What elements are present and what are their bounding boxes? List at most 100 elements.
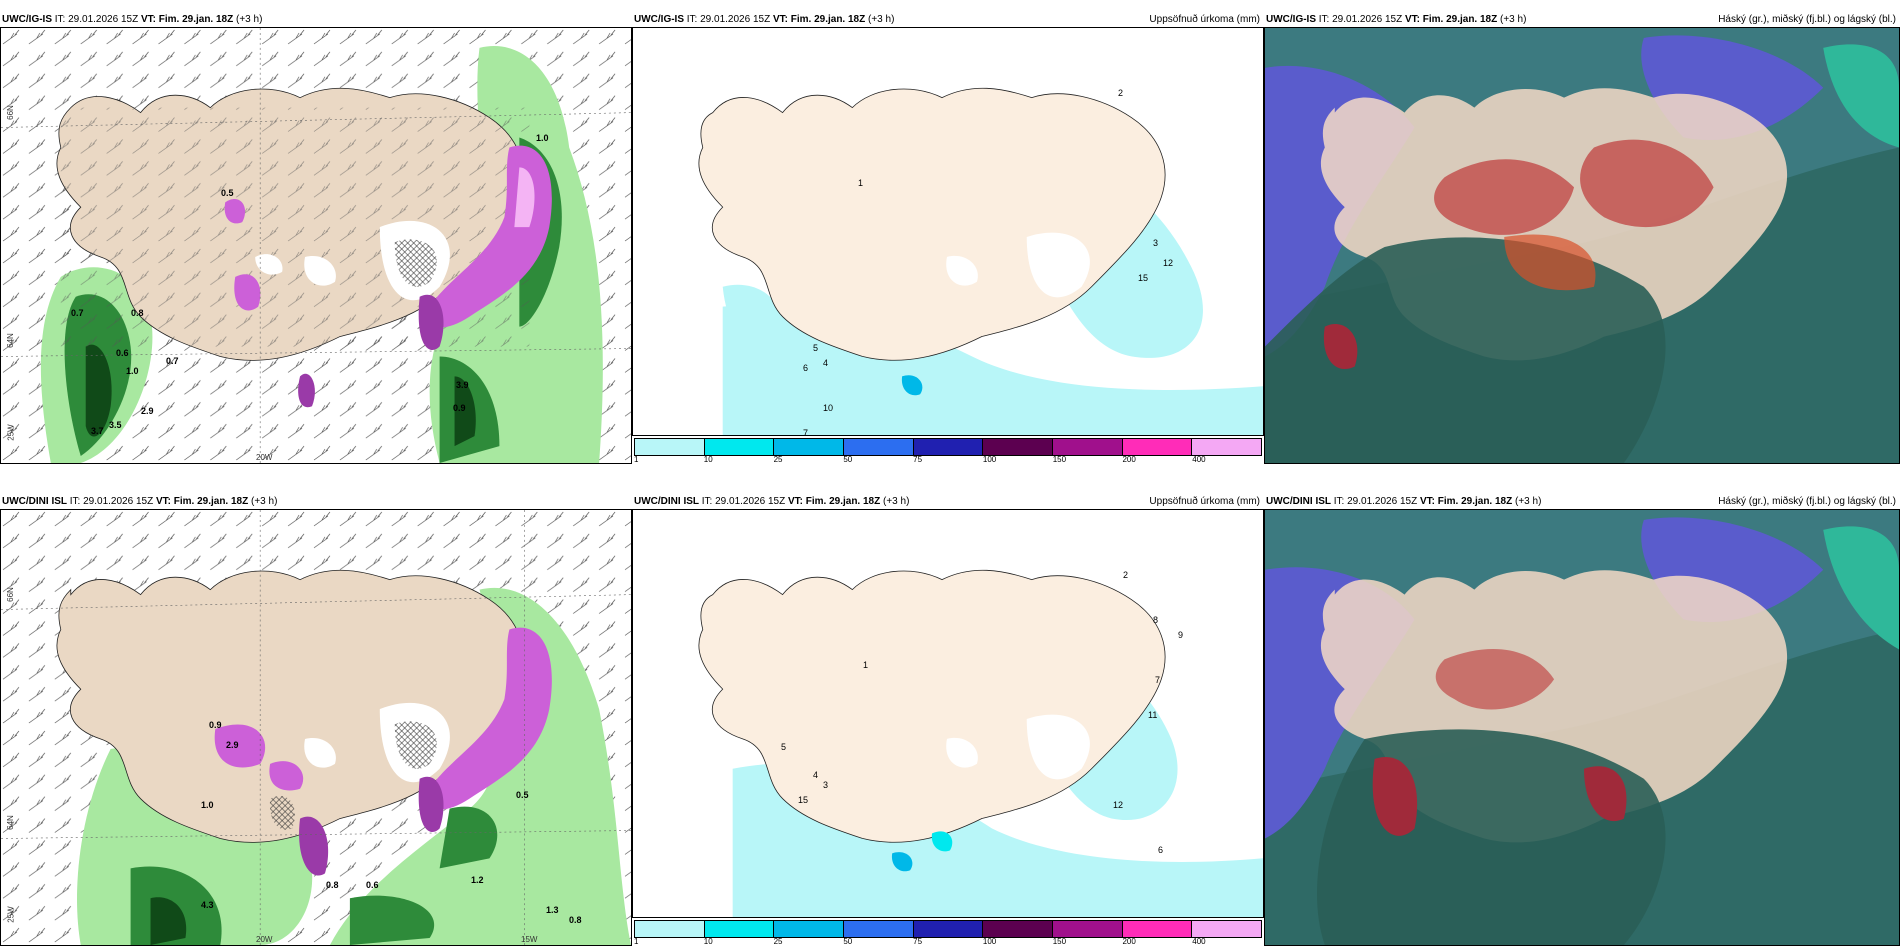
map-iceland[interactable]: 1 2 3 4 5 6 7 8 11 12 15 9 — [632, 509, 1264, 918]
colorbar-cell — [913, 439, 984, 455]
colorbar-tick: 25 — [773, 937, 783, 946]
precip-label: 0.9 — [209, 720, 222, 730]
panel-subtitle: Háský (gr.), miðský (fj.bl.) og lágský (… — [1718, 14, 1896, 25]
accum-label: 9 — [1178, 630, 1184, 640]
colorbar-tick: 200 — [1122, 455, 1136, 464]
accum-label: 3 — [823, 780, 829, 790]
map-iceland[interactable] — [1264, 27, 1900, 464]
accum-label: 3 — [1153, 238, 1159, 248]
panel-title: UWC/IG-IS IT: 29.01.2026 15Z VT: Fim. 29… — [1266, 14, 1527, 25]
colorbar-cell — [1122, 921, 1193, 937]
colorbar-tick: 150 — [1052, 937, 1067, 946]
lon-label-25w: 25W — [6, 906, 16, 923]
precip-label: 0.8 — [131, 308, 144, 318]
accum-label: 12 — [1163, 258, 1174, 268]
colorbar-cell — [913, 921, 984, 937]
colorbar-tick: 75 — [913, 937, 923, 946]
colorbar-tick: 25 — [773, 455, 783, 464]
map-iceland[interactable]: 1 2 3 4 5 6 7 10 12 15 — [632, 27, 1264, 436]
precip-label: 0.6 — [366, 880, 379, 890]
accum-label: 2 — [1118, 88, 1124, 98]
colorbar-tick: 100 — [982, 455, 997, 464]
accum-label: 6 — [803, 363, 809, 373]
colorbar-cell — [1053, 921, 1123, 937]
precip-label: 0.5 — [221, 188, 234, 198]
map-iceland[interactable]: 66N 64N 25W 20W 0.7 0.6 1.0 0.7 3.7 3.5 … — [0, 27, 632, 464]
accum-label: 6 — [1158, 845, 1164, 855]
colorbar-tick: 1 — [634, 937, 639, 946]
map-iceland[interactable]: 66N 64N 25W 20W 15W 0.9 2.9 1.0 0.8 4.3 … — [0, 509, 632, 946]
map-iceland[interactable] — [1264, 509, 1900, 946]
precip-label: 1.0 — [126, 366, 139, 376]
colorbar-cell — [774, 439, 845, 455]
lon-label-20w: 20W — [256, 935, 273, 944]
colorbar-tick: 10 — [703, 455, 713, 464]
panel-subtitle: Uppsöfnuð úrkoma (mm) — [1149, 14, 1260, 25]
precip-label: 0.8 — [569, 915, 582, 925]
precip-label: 1.0 — [201, 800, 214, 810]
accum-label: 8 — [1153, 615, 1159, 625]
colorbar-cell — [983, 439, 1054, 455]
accum-label: 4 — [813, 770, 819, 780]
panel-subtitle: Uppsöfnuð úrkoma (mm) — [1149, 496, 1260, 507]
panel-subtitle: Háský (gr.), miðský (fj.bl.) og lágský (… — [1718, 496, 1896, 507]
colorbar-tick: 10 — [703, 937, 713, 946]
panel-dini-clouds: UWC/DINI ISL IT: 29.01.2026 15Z VT: Fim.… — [1264, 494, 1900, 946]
panel-dini-precip-wind: UWC/DINI ISL IT: 29.01.2026 15Z VT: Fim.… — [0, 494, 632, 946]
accum-label: 5 — [813, 343, 819, 353]
colorbar-tick: 50 — [843, 455, 853, 464]
precip-label: 1.3 — [546, 905, 559, 915]
panel-dini-accum: UWC/DINI ISL IT: 29.01.2026 15Z VT: Fim.… — [632, 494, 1264, 946]
precip-label: 1.0 — [536, 133, 549, 143]
precip-label: 0.7 — [71, 308, 84, 318]
precip-label: 0.7 — [166, 356, 179, 366]
colorbar-cell — [844, 439, 914, 455]
panel-title: UWC/DINI ISL IT: 29.01.2026 15Z VT: Fim.… — [1266, 496, 1542, 507]
panel-ig-precip-wind: UWC/IG-IS IT: 29.01.2026 15Z VT: Fim. 29… — [0, 12, 632, 464]
precip-label: 2.9 — [141, 406, 154, 416]
colorbar-tick: 200 — [1122, 937, 1136, 946]
colorbar-cell — [983, 921, 1054, 937]
colorbar-cell — [1053, 439, 1123, 455]
colorbar-cell — [635, 439, 705, 455]
precip-label: 0.9 — [453, 403, 466, 413]
precip-label: 0.8 — [326, 880, 339, 890]
precip-label: 3.5 — [109, 420, 122, 430]
lon-label-15w: 15W — [521, 935, 538, 944]
colorbar: 1 10 25 50 75 100 150 200 400 — [632, 918, 1264, 946]
accum-label: 2 — [1123, 570, 1129, 580]
colorbar-cell — [1192, 439, 1262, 455]
panel-title: UWC/IG-IS IT: 29.01.2026 15Z VT: Fim. 29… — [634, 14, 895, 25]
colorbar-tick: 150 — [1052, 455, 1067, 464]
precip-label: 4.3 — [201, 900, 214, 910]
colorbar-tick: 400 — [1192, 455, 1206, 464]
colorbar-tick: 100 — [982, 937, 997, 946]
accum-label: 7 — [1155, 675, 1161, 685]
accum-label: 11 — [1148, 710, 1158, 720]
lat-label-66n: 66N — [5, 587, 15, 602]
accum-label: 7 — [803, 428, 809, 436]
colorbar-cell — [774, 921, 845, 937]
panel-title: UWC/IG-IS IT: 29.01.2026 15Z VT: Fim. 29… — [2, 14, 263, 25]
accum-label: 5 — [781, 742, 787, 752]
accum-label: 10 — [823, 403, 834, 413]
accum-label: 4 — [823, 358, 829, 368]
precip-label: 0.5 — [516, 790, 529, 800]
colorbar-tick: 400 — [1192, 937, 1206, 946]
colorbar-tick: 50 — [843, 937, 853, 946]
colorbar-tick: 1 — [634, 455, 639, 464]
colorbar-tick: 75 — [913, 455, 923, 464]
accum-label: 1 — [858, 178, 864, 188]
precip-label: 0.6 — [116, 348, 129, 358]
accum-label: 15 — [798, 795, 809, 805]
accum-label: 12 — [1113, 800, 1124, 810]
lat-label-64n: 64N — [5, 333, 15, 348]
lon-label-25w: 25W — [6, 424, 16, 441]
panel-title: UWC/DINI ISL IT: 29.01.2026 15Z VT: Fim.… — [634, 496, 910, 507]
colorbar-cell — [1122, 439, 1193, 455]
accum-label: 15 — [1138, 273, 1149, 283]
panel-title: UWC/DINI ISL IT: 29.01.2026 15Z VT: Fim.… — [2, 496, 278, 507]
colorbar-cell — [704, 921, 775, 937]
colorbar-cell — [1192, 921, 1262, 937]
colorbar: 1 10 25 50 75 100 150 200 400 — [632, 436, 1264, 464]
